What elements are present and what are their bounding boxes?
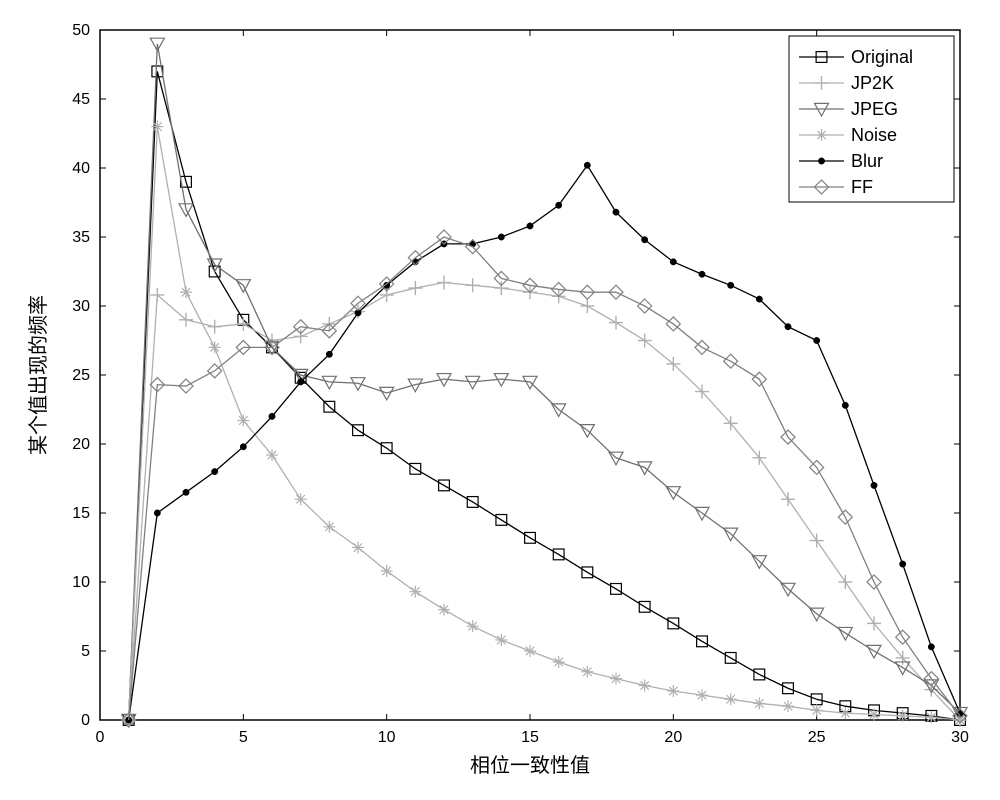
y-tick-label: 35	[72, 229, 90, 246]
y-tick-label: 5	[81, 643, 90, 660]
series-blur	[125, 162, 963, 723]
y-tick-label: 25	[72, 367, 90, 384]
legend-label-ff: FF	[851, 177, 873, 197]
legend-label-original: Original	[851, 47, 913, 67]
y-tick-label: 30	[72, 298, 90, 315]
x-tick-label: 10	[378, 729, 396, 746]
y-tick-label: 50	[72, 22, 90, 39]
x-tick-label: 30	[951, 729, 969, 746]
y-tick-label: 40	[72, 160, 90, 177]
x-tick-label: 25	[808, 729, 826, 746]
legend-label-noise: Noise	[851, 125, 897, 145]
legend-label-jp2k: JP2K	[851, 73, 894, 93]
y-axis-label: 某个值出现的频率	[27, 295, 50, 455]
y-tick-label: 45	[72, 91, 90, 108]
chart-container: 0 5 10 15 20 25 30 0 5 10 15 20 25 30 35 40 45 50 相位一致性值 某个…	[0, 0, 1000, 800]
series-jp2k	[122, 276, 967, 727]
legend-label-jpeg: JPEG	[851, 99, 898, 119]
x-axis-label: 相位一致性值	[470, 754, 590, 777]
y-tick-label: 15	[72, 505, 90, 522]
x-tick-label: 0	[96, 729, 105, 746]
x-tick-label: 15	[521, 729, 539, 746]
line-chart: 0 5 10 15 20 25 30 0 5 10 15 20 25 30 35 40 45 50 相位一致性值 某个…	[0, 0, 1000, 800]
legend-label-blur: Blur	[851, 151, 883, 171]
y-tick-label: 0	[81, 712, 90, 729]
series-noise	[123, 121, 966, 726]
x-tick-label: 20	[664, 729, 682, 746]
y-tick-label: 20	[72, 436, 90, 453]
x-tick-label: 5	[239, 729, 248, 746]
series-ff	[122, 230, 967, 727]
y-tick-label: 10	[72, 574, 90, 591]
legend: Original JP2K JPEG Noise Blur FF	[789, 36, 954, 202]
